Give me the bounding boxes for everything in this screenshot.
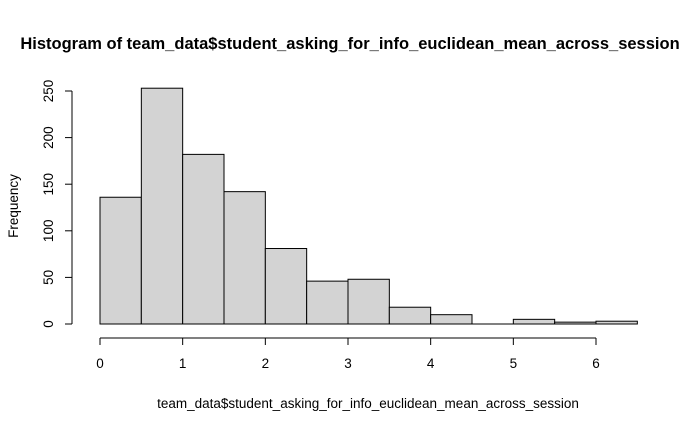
x-axis-label: team_data$student_asking_for_info_euclid… [157,396,579,411]
y-tick-label: 200 [41,126,56,149]
histogram-bar [264,248,308,325]
y-axis: 0 50 100 150 200 250 [41,80,73,328]
x-tick-label: 4 [427,356,435,371]
y-tick-label: 250 [41,80,56,103]
y-tick-label: 0 [41,320,56,328]
histogram-bar [595,320,638,325]
x-axis: 0 1 2 3 4 5 6 [96,337,600,371]
x-tick-label: 5 [510,356,518,371]
chart-title: Histogram of team_data$student_asking_fo… [20,35,679,53]
bars-group [99,87,638,325]
y-tick-label: 150 [41,173,56,196]
histogram-bar [430,314,473,325]
histogram-bar [99,196,142,325]
y-tick-label: 100 [41,220,56,243]
x-tick-label: 1 [179,356,187,371]
x-tick-label: 6 [592,356,600,371]
histogram-bar [512,318,556,325]
histogram-bar [306,280,349,325]
histogram-bar [388,306,432,325]
x-tick-label: 0 [96,356,104,371]
y-axis-label: Frequency [6,174,21,238]
histogram-bar [223,191,266,325]
histogram-bar [140,87,184,325]
x-tick-label: 2 [262,356,270,371]
y-tick-label: 50 [41,270,56,285]
histogram-bar [554,321,597,325]
histogram-bar [182,153,225,325]
x-tick-label: 3 [344,356,352,371]
histogram-bar [347,278,390,325]
